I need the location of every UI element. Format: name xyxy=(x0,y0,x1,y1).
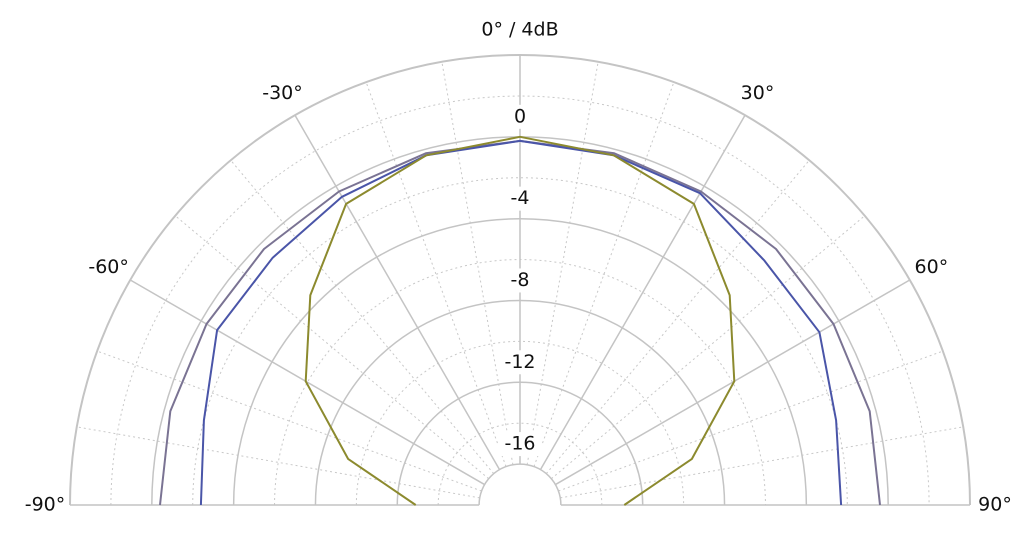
spoke xyxy=(129,279,485,486)
minor-spoke xyxy=(545,159,810,474)
r-tick-label: -16 xyxy=(504,433,535,455)
minor-ring xyxy=(192,177,848,506)
minor-ring xyxy=(110,95,930,506)
minor-spoke xyxy=(441,61,514,465)
theta-tick-label: 0° / 4dB xyxy=(481,19,558,41)
r-label-bg xyxy=(498,104,542,129)
ring xyxy=(478,463,562,506)
series-line xyxy=(304,135,736,506)
theta-tick-label: 60° xyxy=(915,256,949,278)
r-tick-label: 0 xyxy=(514,105,526,127)
r-tick-label: -4 xyxy=(511,187,530,209)
minor-spoke xyxy=(533,81,675,467)
r-tick-label: -12 xyxy=(504,351,535,373)
r-tick-label: -8 xyxy=(511,269,530,291)
minor-spoke xyxy=(558,350,944,492)
minor-spoke xyxy=(230,159,495,474)
r-label-bg xyxy=(498,186,542,211)
minor-spoke xyxy=(96,350,482,492)
theta-tick-label: 30° xyxy=(741,82,775,104)
spoke xyxy=(539,114,746,470)
r-label-bg xyxy=(498,350,542,375)
minor-spoke xyxy=(560,426,964,499)
r-label-bg xyxy=(498,432,542,457)
minor-spoke xyxy=(551,215,866,480)
r-label-bg xyxy=(498,268,542,293)
theta-tick-label: -60° xyxy=(88,256,129,278)
theta-tick-label: 90° xyxy=(978,494,1012,516)
theta-tick-label: -30° xyxy=(262,82,303,104)
theta-tick-label: -90° xyxy=(25,494,66,516)
spoke xyxy=(294,114,501,470)
series-line xyxy=(199,139,843,506)
spoke xyxy=(555,279,911,486)
minor-spoke xyxy=(76,426,480,499)
minor-spoke xyxy=(174,215,489,480)
minor-spoke xyxy=(365,81,507,467)
minor-spoke xyxy=(526,61,599,465)
